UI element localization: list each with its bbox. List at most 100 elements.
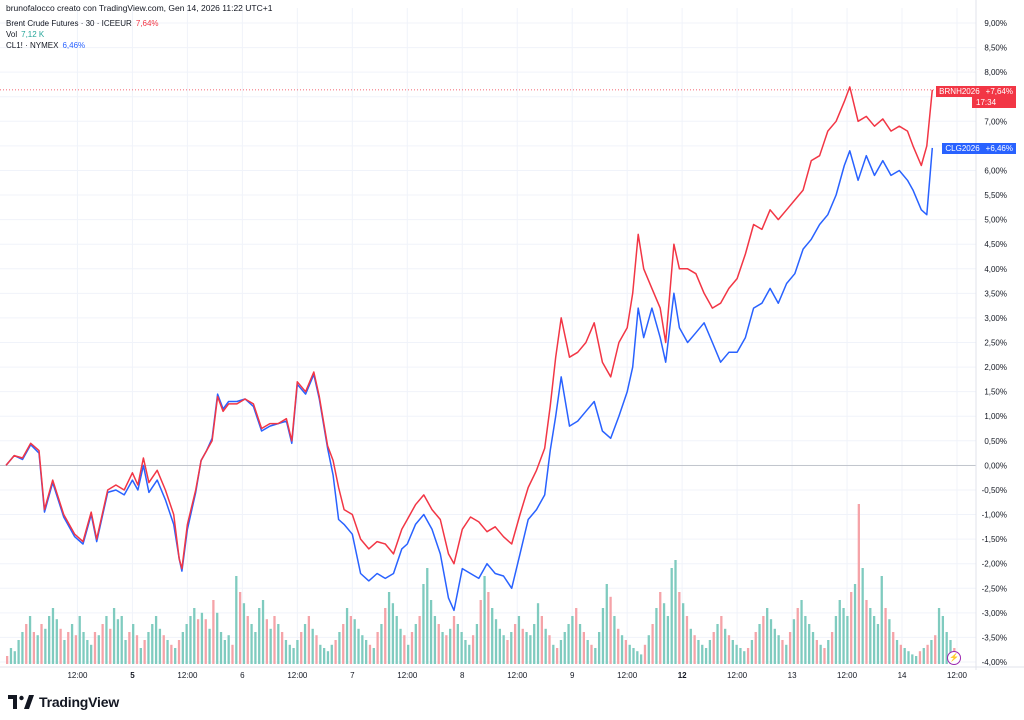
volume-bar	[655, 608, 658, 664]
volume-bar	[196, 619, 200, 664]
volume-bar	[403, 635, 406, 664]
volume-bar	[353, 619, 356, 664]
volume-bar	[6, 656, 9, 664]
volume-bar	[800, 600, 803, 664]
volume-bar	[601, 608, 605, 664]
volume-bar	[853, 584, 857, 664]
volume-bar	[513, 624, 517, 664]
volume-bar	[238, 592, 242, 664]
volume-bar	[97, 635, 100, 664]
volume-bar	[903, 648, 906, 664]
volume-bar	[781, 640, 784, 664]
volume-bar	[895, 640, 899, 664]
legend-brent[interactable]: Brent Crude Futures · 30 · ICEEUR 7,64%	[6, 18, 159, 29]
volume-bar	[242, 603, 246, 664]
volume-bar	[437, 624, 440, 664]
x-tick-label: 12:00	[617, 671, 638, 680]
volume-bar	[445, 635, 448, 664]
volume-bar	[693, 635, 696, 664]
legend-brent-label: Brent Crude Futures · 30 · ICEEUR	[6, 19, 132, 28]
volume-bar	[296, 640, 299, 664]
volume-bar	[685, 616, 689, 664]
volume-bar	[804, 616, 807, 664]
legend-brent-value: 7,64%	[135, 19, 159, 28]
volume-bar	[426, 568, 429, 664]
volume-bar	[773, 628, 776, 664]
volume-bar	[273, 616, 276, 664]
volume-bar	[17, 640, 20, 664]
volume-bar	[338, 632, 341, 664]
volume-bar	[395, 616, 398, 664]
volume-bar	[407, 644, 410, 664]
legend-volume[interactable]: Vol 7,12 K	[6, 29, 44, 40]
volume-bar	[13, 651, 16, 664]
legend-volume-value: 7,12 K	[21, 30, 45, 39]
volume-bar	[754, 632, 757, 664]
time-axis[interactable]: 12:00 5 12:00 6 12:00 7 12:00 8 12:00 9 12:00 12 12:…	[0, 666, 1024, 680]
volume-bar	[716, 624, 719, 664]
y-tick-label: 0,00%	[984, 461, 1007, 470]
volume-bar	[464, 640, 467, 664]
volume-bar	[189, 616, 192, 664]
volume-bar	[387, 592, 391, 664]
volume-bar	[368, 644, 372, 664]
volume-bar	[636, 651, 639, 664]
legend-volume-label: Vol	[6, 30, 18, 39]
volume-bar	[529, 635, 532, 664]
volume-bar	[521, 628, 524, 664]
volume-bar	[689, 628, 692, 664]
volume-bar	[475, 624, 479, 664]
volume-bar	[78, 616, 81, 664]
x-tick-label: 12:00	[397, 671, 418, 680]
volume-bar	[758, 624, 761, 664]
volume-bar	[911, 654, 914, 664]
volume-bar	[288, 644, 291, 664]
volume-bar	[174, 648, 177, 664]
volume-bar	[838, 600, 841, 664]
volume-bar	[743, 651, 746, 664]
volume-bar	[132, 624, 135, 664]
brent-series-line	[5, 86, 934, 570]
volume-bar	[544, 628, 547, 664]
flash-icon[interactable]: ⚡	[947, 651, 961, 665]
volume-bar	[414, 624, 417, 664]
chart-credit-title: brunofalocco creato con TradingView.com,…	[6, 3, 273, 13]
volume-bar	[624, 640, 628, 664]
volume-bar	[739, 648, 742, 664]
volume-bar	[250, 624, 253, 664]
tradingview-logo[interactable]: TradingView	[8, 694, 119, 710]
volume-bar	[223, 640, 226, 664]
y-tick-label: 0,50%	[984, 437, 1007, 446]
volume-bar	[391, 603, 395, 664]
x-tick-label: 13	[788, 671, 797, 680]
volume-bar	[823, 648, 826, 664]
volume-bar	[143, 640, 146, 664]
volume-bar	[86, 640, 89, 664]
volume-bar	[59, 628, 62, 664]
volume-bar	[724, 628, 727, 664]
volume-bar	[429, 600, 433, 664]
volume-bar	[67, 632, 70, 664]
volume-bar	[922, 648, 925, 664]
volume-bar	[720, 616, 723, 664]
volume-bar	[112, 608, 116, 664]
volume-bar	[808, 624, 811, 664]
volume-bar	[613, 616, 616, 664]
x-tick-label: 9	[570, 671, 575, 680]
volume-bar	[827, 640, 830, 664]
legend-cl[interactable]: CL1! · NYMEX 6,46%	[6, 40, 85, 51]
volume-bar	[468, 644, 471, 664]
y-tick-label: 1,50%	[984, 388, 1007, 397]
volume-bar	[571, 616, 574, 664]
volume-bar	[536, 603, 540, 664]
volume-bar	[216, 612, 219, 664]
volume-bar	[307, 616, 311, 664]
volume-bar	[491, 608, 494, 664]
volume-bar	[884, 608, 887, 664]
y-tick-label: -2,50%	[982, 584, 1007, 593]
y-tick-label: -3,00%	[982, 609, 1007, 618]
volume-bar	[552, 644, 555, 664]
logo-text: TradingView	[39, 694, 120, 710]
volume-bar	[345, 608, 349, 664]
